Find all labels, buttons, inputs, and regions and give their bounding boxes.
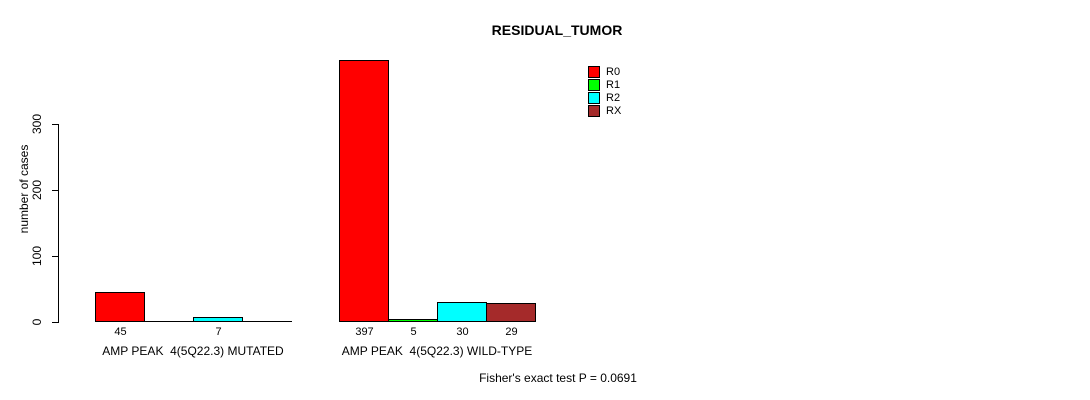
bar-r1-zero [144, 321, 194, 322]
bar-value-label: 29 [505, 326, 518, 338]
legend-label: RX [606, 105, 622, 117]
legend-swatch-r0 [588, 66, 600, 78]
y-tick-label: 0 [30, 318, 44, 326]
legend-label: R0 [606, 66, 621, 78]
bar-rx-zero [242, 321, 292, 322]
legend-label: R2 [606, 92, 621, 104]
bar-value-label: 5 [410, 326, 417, 338]
legend-row-r2: R2 [588, 92, 620, 104]
legend-swatch-r1 [588, 79, 600, 91]
fisher-test-note: Fisher's exact test P = 0.0691 [479, 371, 637, 385]
legend-swatch-rx [588, 105, 600, 117]
bar-r0 [95, 292, 145, 322]
legend-swatch-r2 [588, 92, 600, 104]
bar-rx [486, 303, 536, 322]
chart-title: RESIDUAL_TUMOR [491, 22, 623, 38]
bar-r1 [388, 319, 438, 322]
y-tick-label: 200 [30, 179, 44, 201]
bar-r2 [193, 317, 243, 322]
y-axis-line [58, 124, 59, 323]
bar-value-label: 7 [215, 326, 222, 338]
group-label: AMP PEAK 4(5Q22.3) WILD-TYPE [341, 344, 533, 358]
bar-value-label: 397 [355, 326, 374, 338]
legend-row-r0: R0 [588, 66, 620, 78]
y-axis-title: number of cases [17, 144, 31, 234]
bar-value-label: 45 [114, 326, 127, 338]
y-tick-label: 300 [30, 113, 44, 135]
legend-row-rx: RX [588, 105, 621, 117]
bar-r2 [437, 302, 487, 322]
legend-row-r1: R1 [588, 79, 620, 91]
y-tick-mark [52, 322, 59, 323]
y-tick-mark [52, 256, 59, 257]
group-label: AMP PEAK 4(5Q22.3) MUTATED [102, 344, 284, 358]
legend-label: R1 [606, 79, 621, 91]
bar-r0 [339, 60, 389, 322]
bar-value-label: 30 [456, 326, 469, 338]
y-tick-mark [52, 190, 59, 191]
y-tick-mark [52, 124, 59, 125]
y-tick-label: 100 [30, 245, 44, 267]
